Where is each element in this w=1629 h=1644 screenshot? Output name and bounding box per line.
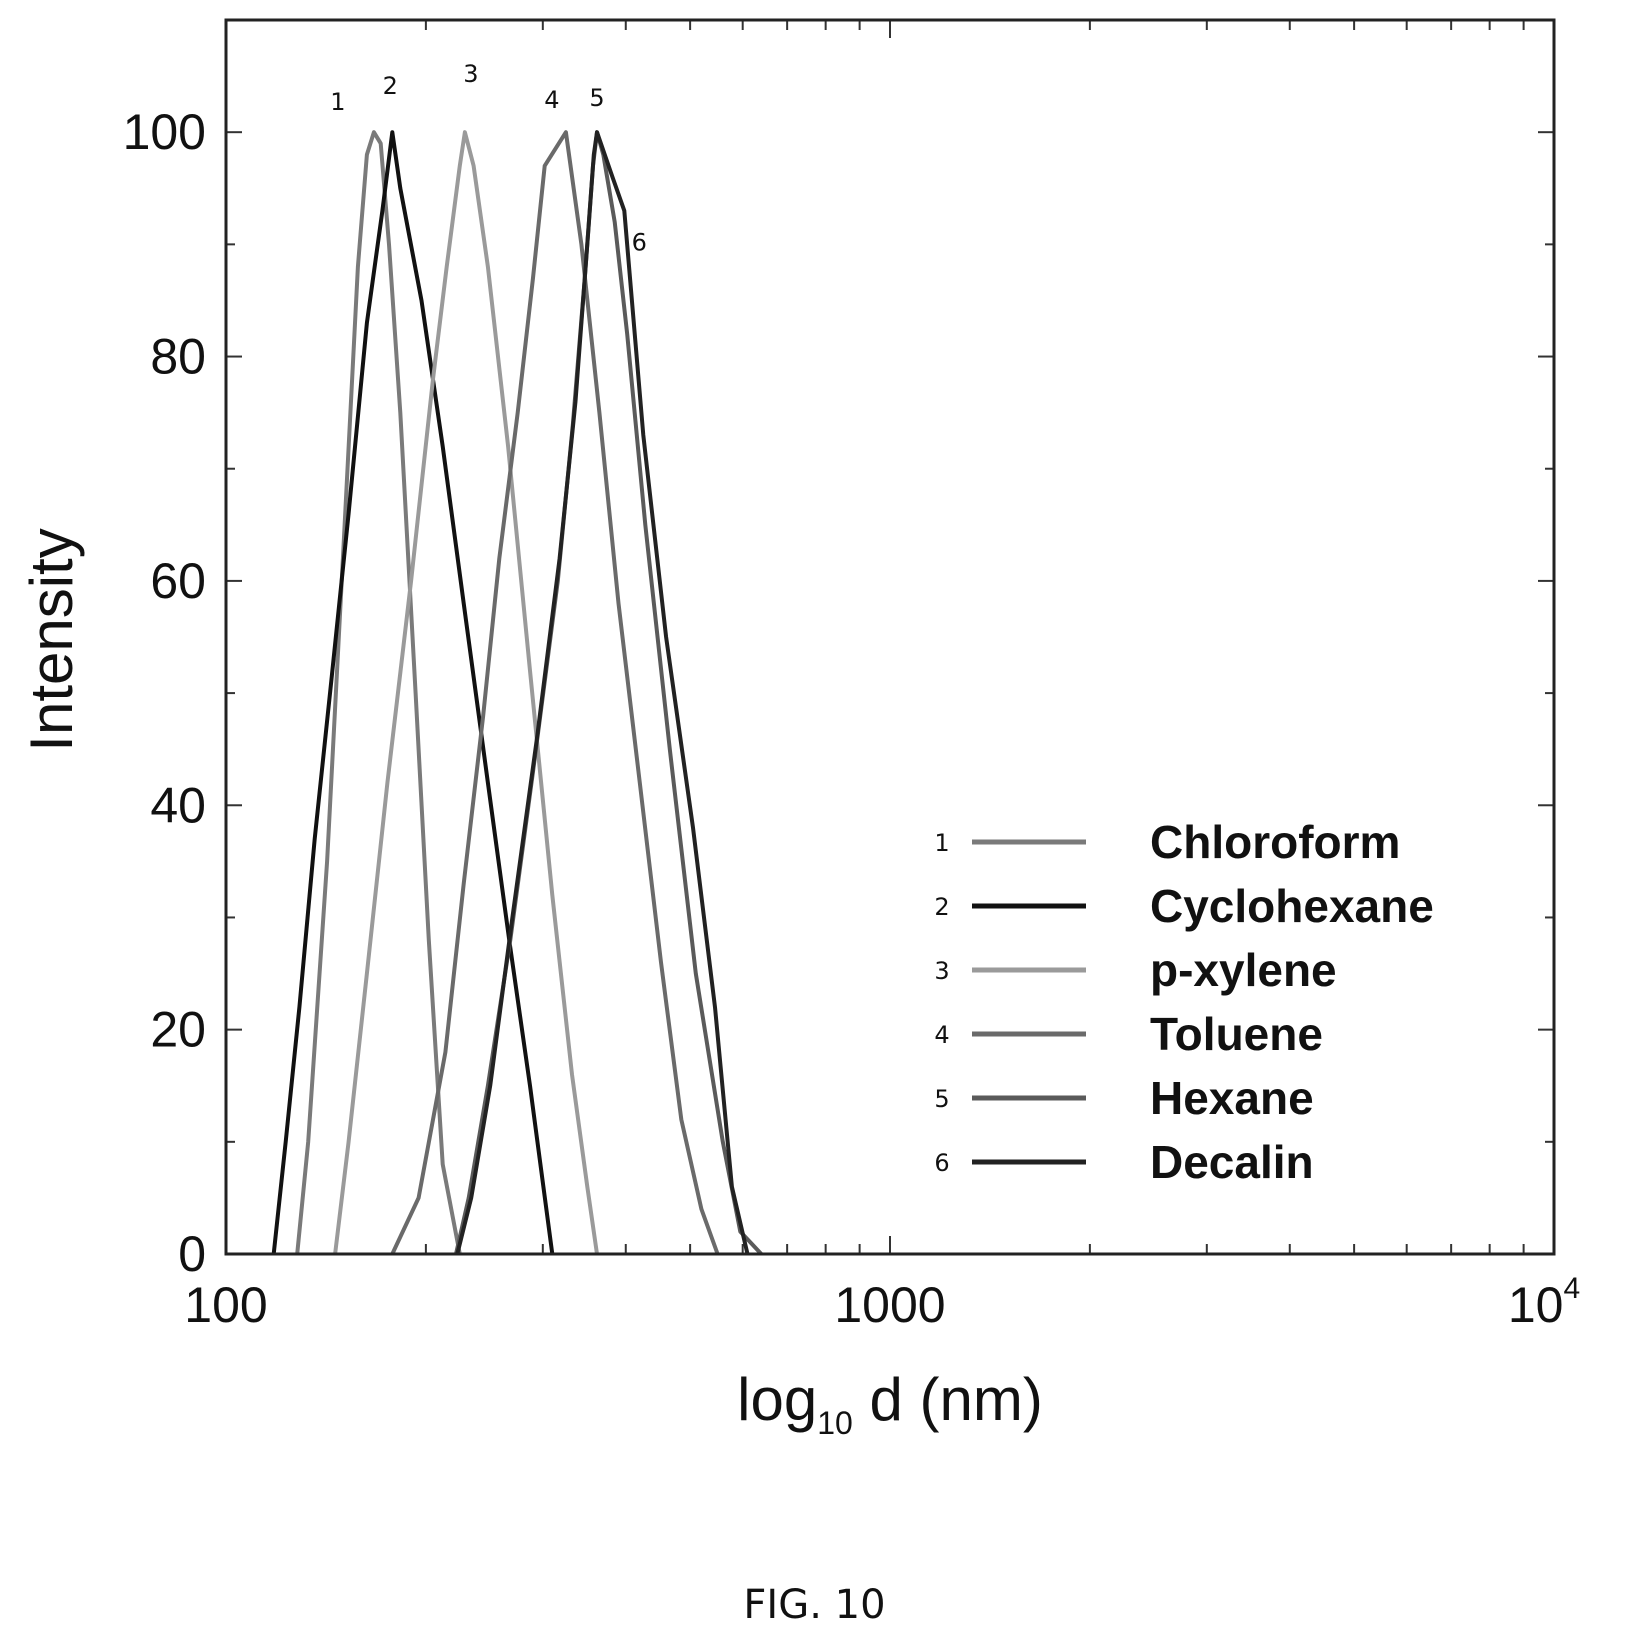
plot-frame <box>224 18 1556 1256</box>
x-tick-label: 104 <box>1508 1272 1580 1333</box>
series-line-toluene <box>390 130 720 1255</box>
tick-marks <box>225 19 1555 1255</box>
series-line-chloroform <box>295 130 462 1255</box>
x-tick-label: 1000 <box>834 1277 945 1333</box>
legend: 1 Chloroform 2 Cyclohexane 3 p-xylene 4 Toluene… <box>934 816 1433 1188</box>
peak-label: 1 <box>330 88 345 116</box>
y-tick-label: 80 <box>150 329 206 385</box>
legend-label: Toluene <box>1150 1008 1323 1060</box>
y-tick-label: 100 <box>123 104 206 160</box>
series-lines <box>271 130 763 1256</box>
y-axis-title: Intensity <box>18 528 85 751</box>
x-axis-title-subscript: 10 <box>817 1405 853 1441</box>
tick-labels: 0 20 40 60 80 100 100 1000 104 <box>123 104 1581 1333</box>
legend-label: Chloroform <box>1150 816 1400 868</box>
legend-label: Decalin <box>1150 1136 1314 1188</box>
x-axis-title-main: log <box>737 1366 817 1433</box>
legend-label: Hexane <box>1150 1072 1314 1124</box>
series-line-cyclohexane <box>271 130 555 1255</box>
series-line-decalin <box>455 130 750 1255</box>
series-line-p-xylene <box>333 130 599 1255</box>
legend-number: 2 <box>934 893 949 921</box>
figure-caption: FIG. 10 <box>743 1582 886 1628</box>
peak-label: 2 <box>383 72 398 100</box>
legend-number: 5 <box>934 1085 949 1113</box>
peak-label: 4 <box>544 86 559 114</box>
legend-label: p-xylene <box>1150 944 1337 996</box>
series-line-hexane <box>454 130 763 1256</box>
x-tick-label: 100 <box>184 1277 267 1333</box>
legend-number: 3 <box>934 957 949 985</box>
y-tick-label: 0 <box>178 1226 206 1282</box>
y-tick-label: 20 <box>150 1002 206 1058</box>
x-axis-title: log10 d (nm) <box>737 1366 1043 1441</box>
y-tick-label: 40 <box>150 777 206 833</box>
peak-label: 3 <box>463 60 478 88</box>
peak-labels: 1 2 3 4 5 6 <box>330 60 647 256</box>
legend-label: Cyclohexane <box>1150 880 1434 932</box>
peak-label: 5 <box>589 84 604 112</box>
y-tick-label: 60 <box>150 553 206 609</box>
x-axis-title-rest: d (nm) <box>853 1366 1043 1433</box>
peak-label: 6 <box>632 228 647 256</box>
legend-number: 4 <box>934 1021 949 1049</box>
legend-number: 6 <box>934 1149 949 1177</box>
legend-number: 1 <box>934 829 949 857</box>
